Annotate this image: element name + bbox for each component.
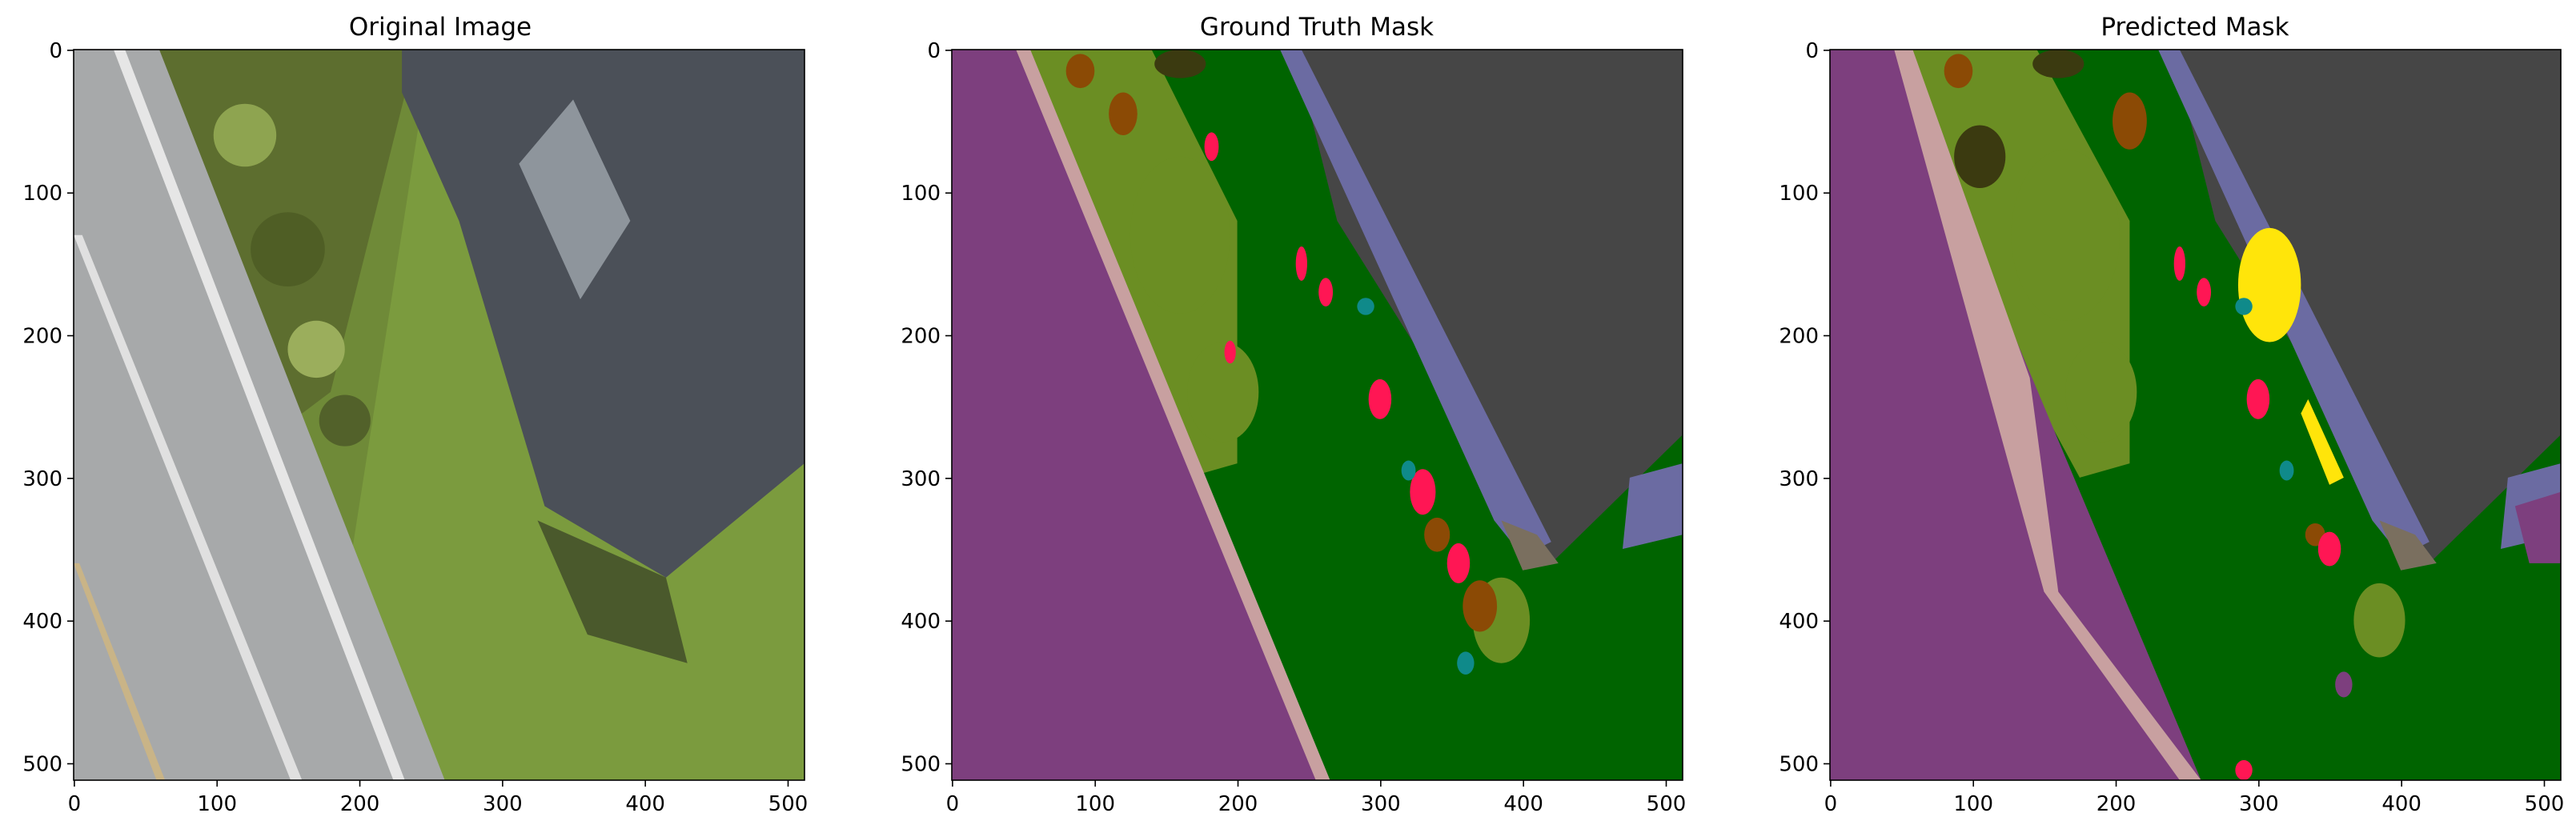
panel-title-original: Original Image (349, 13, 532, 42)
ground-truth-x-tick-label: 300 (1361, 792, 1401, 816)
original-y-tick-label: 500 (22, 752, 62, 776)
original-image-panel (74, 50, 804, 780)
predicted-x-tick-label: 500 (2525, 792, 2565, 816)
axes-layer: 0010010020020030030040040050050000100100… (22, 39, 2564, 816)
predicted-y-tick-label: 200 (1779, 325, 1819, 349)
ground-truth-x-tick-label: 100 (1075, 792, 1115, 816)
predicted-x-tick-label: 0 (1824, 792, 1838, 816)
original-y-tick-label: 0 (49, 39, 62, 63)
predicted-y-tick-label: 300 (1779, 467, 1819, 491)
original-y-tick-label: 300 (22, 467, 62, 491)
predicted-y-tick-label: 400 (1779, 610, 1819, 634)
original-x-tick-label: 300 (483, 792, 523, 816)
ground-truth-y-tick-label: 100 (901, 182, 941, 206)
original-x-tick-label: 100 (197, 792, 237, 816)
ground-truth-x-tick-label: 400 (1503, 792, 1543, 816)
original-y-tick-label: 100 (22, 182, 62, 206)
panel-title-ground-truth: Ground Truth Mask (1200, 13, 1434, 42)
predicted-x-tick-label: 300 (2239, 792, 2279, 816)
panel-title-predicted: Predicted Mask (2101, 13, 2289, 42)
original-x-tick-label: 200 (340, 792, 380, 816)
predicted-y-tick-label: 500 (1779, 752, 1819, 776)
original-x-tick-label: 500 (768, 792, 809, 816)
ground-truth-y-tick-label: 0 (927, 39, 941, 63)
ground-truth-x-tick-label: 0 (946, 792, 960, 816)
original-y-tick-label: 200 (22, 325, 62, 349)
predicted-x-tick-label: 400 (2381, 792, 2422, 816)
ground-truth-y-tick-label: 500 (901, 752, 941, 776)
ground-truth-x-tick-label: 200 (1218, 792, 1258, 816)
predicted-axes-frame (1829, 49, 2562, 781)
ground-truth-mask-panel (952, 50, 1683, 780)
original-y-tick-label: 400 (22, 610, 62, 634)
ground-truth-y-tick-label: 300 (901, 467, 941, 491)
predicted-y-tick-label: 100 (1779, 182, 1819, 206)
original-axes-frame (73, 49, 805, 781)
predicted-y-tick-label: 0 (1805, 39, 1819, 63)
ground-truth-x-tick-label: 500 (1647, 792, 1687, 816)
ground-truth-y-tick-label: 200 (901, 325, 941, 349)
original-x-tick-label: 400 (625, 792, 665, 816)
ground-truth-axes-frame (951, 49, 1683, 781)
predicted-x-tick-label: 200 (2097, 792, 2137, 816)
original-x-tick-label: 0 (68, 792, 82, 816)
ground-truth-y-tick-label: 400 (901, 610, 941, 634)
predicted-mask-panel (1830, 50, 2561, 780)
predicted-x-tick-label: 100 (1953, 792, 1993, 816)
